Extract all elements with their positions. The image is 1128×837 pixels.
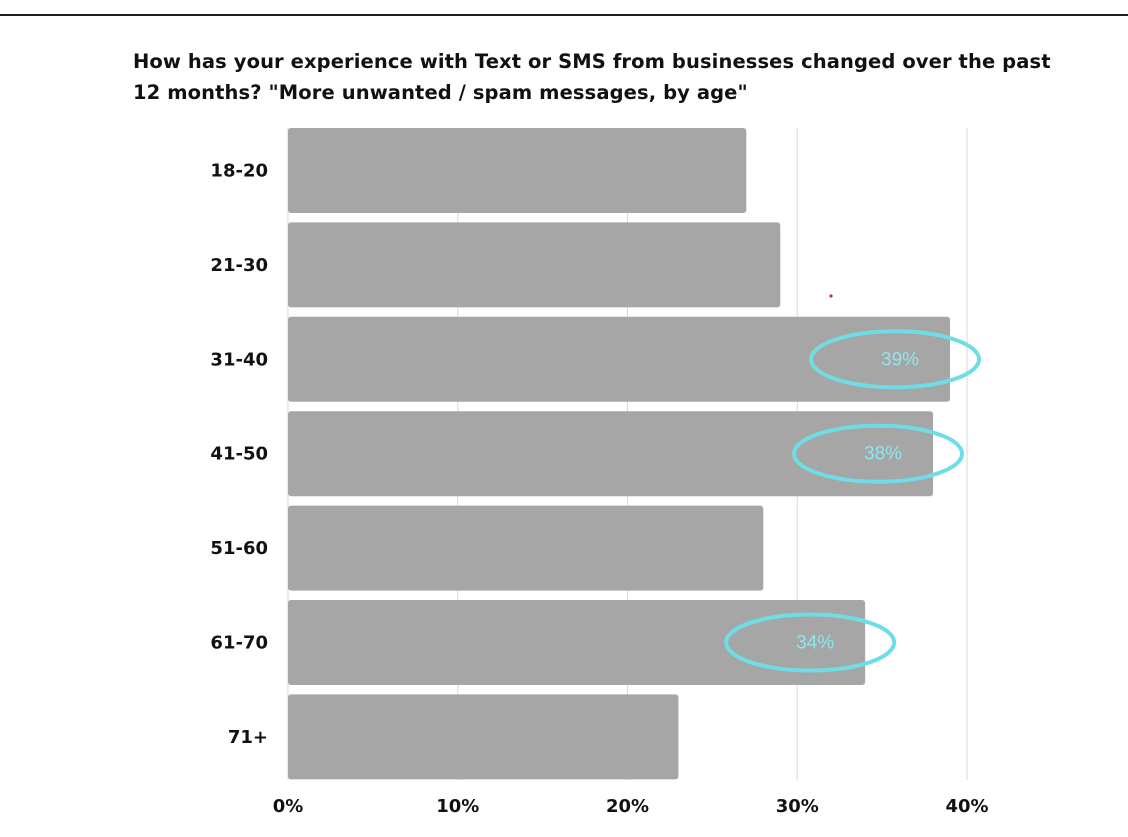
x-tick-label: 10% [436, 796, 479, 817]
x-tick-label: 30% [776, 796, 819, 817]
x-tick-label: 0% [273, 796, 304, 817]
top-rule [0, 14, 1128, 16]
bar [288, 222, 781, 308]
highlight-ellipse [809, 329, 982, 390]
chart-title-line-2: 12 months? "More unwanted / spam message… [133, 81, 748, 104]
highlight-label: 38% [864, 444, 902, 465]
bar [288, 316, 951, 402]
highlight-label: 34% [796, 633, 834, 654]
x-tick-label: 20% [606, 796, 649, 817]
bar [288, 128, 747, 213]
highlight-label: 39% [881, 349, 919, 370]
bar [288, 505, 764, 591]
bar [288, 600, 866, 685]
highlight-ellipse [724, 612, 897, 673]
bar [288, 694, 679, 780]
chart-title-line-1: How has your experience with Text or SMS… [133, 50, 1051, 73]
x-tick-label: 40% [945, 796, 988, 817]
category-label: 41-50 [210, 444, 268, 465]
highlight-ellipse [792, 423, 965, 484]
category-label: 18-20 [210, 161, 268, 182]
category-label: 31-40 [210, 349, 268, 370]
bar [288, 411, 934, 497]
category-label: 61-70 [210, 633, 268, 654]
category-label: 71+ [228, 727, 268, 748]
category-label: 21-30 [210, 255, 268, 276]
chart-title: How has your experience with Text or SMS… [133, 46, 1113, 108]
red-dot [829, 294, 833, 298]
category-label: 51-60 [210, 538, 268, 559]
